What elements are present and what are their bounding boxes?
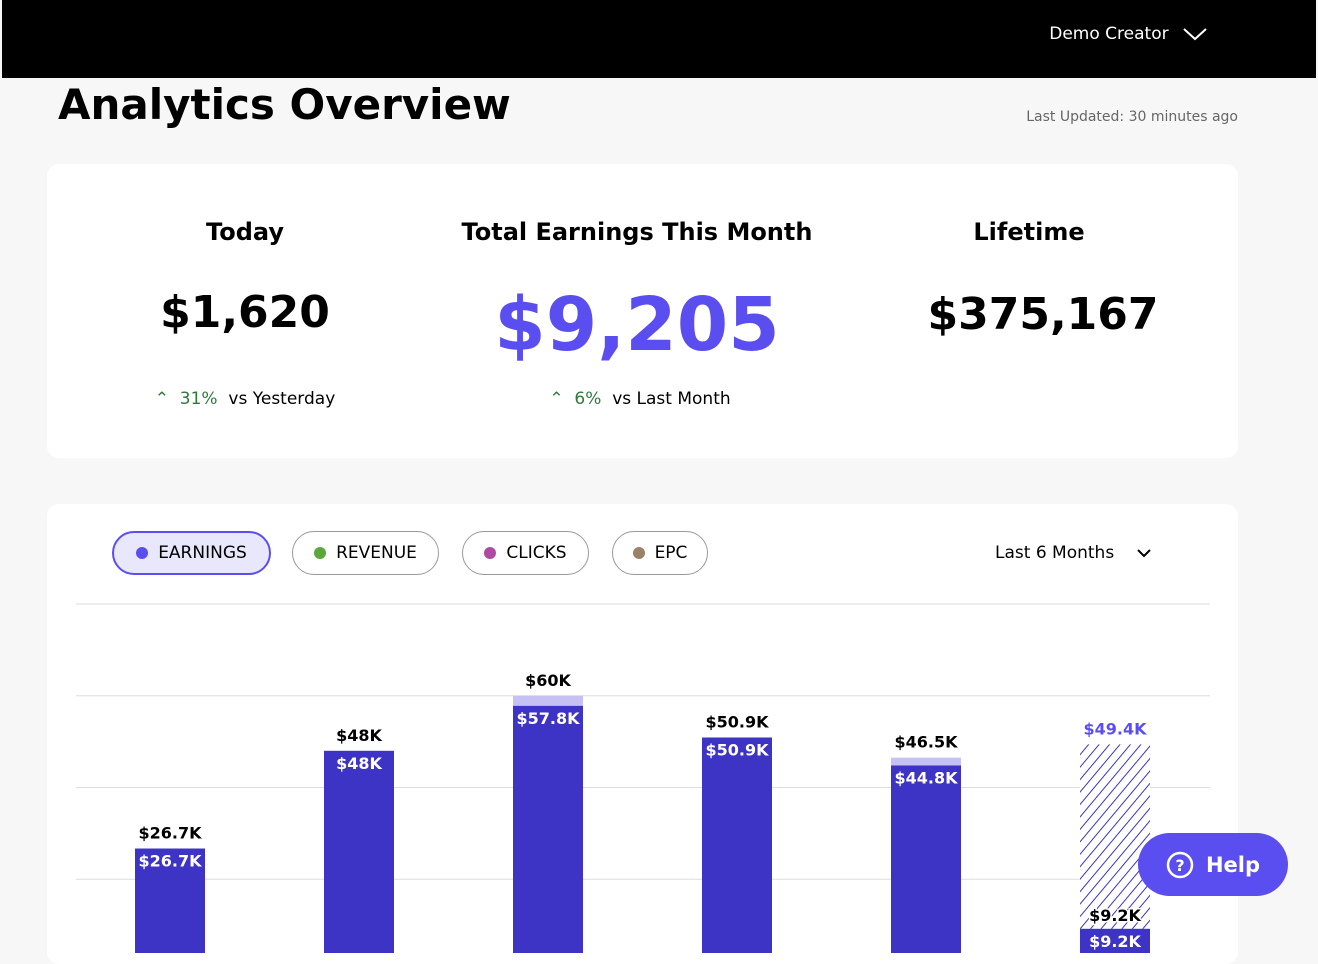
total-label: $26.7K (138, 824, 202, 843)
bar-label: $50.9K (705, 740, 769, 759)
comparison: vs Last Month (612, 389, 731, 409)
top-bar (2, 0, 1316, 78)
total-label: $49.4K (1083, 719, 1147, 738)
chart: $26.7K $26.7K $48K $48K $60K $57.8K $50.9K $50.… (76, 603, 1210, 953)
stat-label: Today (206, 218, 284, 246)
bar (324, 750, 394, 953)
bar (702, 737, 772, 953)
stats-card (47, 164, 1238, 458)
page-title: Analytics Overview (58, 80, 511, 129)
stat-value: $9,205 (494, 282, 780, 368)
stat-label: Total Earnings This Month (461, 218, 813, 246)
change-value: 6% (574, 389, 602, 409)
filter-pill[interactable]: EARNINGS (112, 531, 271, 575)
filter-dot (314, 547, 327, 559)
bar (135, 848, 205, 953)
stat-value: $375,167 (927, 289, 1159, 340)
filter-label[interactable]: CLICKS (506, 543, 567, 563)
bar (1080, 928, 1150, 953)
svg-text:?: ? (1175, 856, 1184, 875)
filter-pill[interactable]: CLICKS (462, 531, 589, 575)
pending-segment (891, 757, 961, 766)
filter-label[interactable]: EPC (654, 543, 688, 563)
help-label[interactable]: Help (1205, 852, 1261, 877)
bar-label: $44.8K (894, 768, 958, 787)
total-label: $48K (336, 726, 382, 745)
stat-label: Lifetime (973, 218, 1085, 246)
range-select[interactable]: Last 6 Months (995, 543, 1152, 563)
filter-label[interactable]: EARNINGS (158, 543, 247, 563)
filter-dot (136, 547, 149, 559)
bar-label: $48K (336, 754, 382, 773)
chart-card (47, 504, 1238, 964)
total-label: $50.9K (705, 712, 769, 731)
comparison: vs Yesterday (228, 389, 336, 409)
bar-label: $26.7K (138, 852, 202, 871)
filter-label[interactable]: REVENUE (336, 543, 417, 563)
help-button[interactable]: ? Help (1138, 833, 1288, 896)
chevron (1136, 549, 1151, 558)
last-updated: Last Updated: 30 minutes ago (1026, 109, 1238, 125)
filter-dot (632, 547, 645, 559)
stat-change: ⌃ 6% vs Last Month (549, 389, 731, 409)
bar-label: $57.8K (516, 709, 580, 728)
user-menu[interactable]: Demo Creator (1049, 24, 1208, 44)
total-label: $46.5K (894, 733, 958, 752)
bar-label: $9.2K (1089, 906, 1141, 925)
user-name[interactable]: Demo Creator (1049, 24, 1169, 44)
change-value: 31% (179, 389, 218, 409)
filter-pill[interactable]: EPC (612, 531, 708, 575)
pending-segment (513, 695, 583, 706)
filter-dot (484, 547, 497, 559)
total-label: $60K (525, 671, 571, 690)
help-icon: ? (1166, 851, 1194, 878)
bar-label: $9.2K (1089, 932, 1141, 951)
projected-bar (1080, 744, 1150, 929)
chevron (1183, 28, 1207, 41)
bar (513, 705, 583, 953)
stat-value: $1,620 (160, 287, 330, 338)
range-label[interactable]: Last 6 Months (995, 543, 1115, 563)
stat-change: ⌃ 31% vs Yesterday (154, 389, 336, 409)
filter-pill[interactable]: REVENUE (292, 531, 439, 575)
bar (891, 765, 961, 953)
